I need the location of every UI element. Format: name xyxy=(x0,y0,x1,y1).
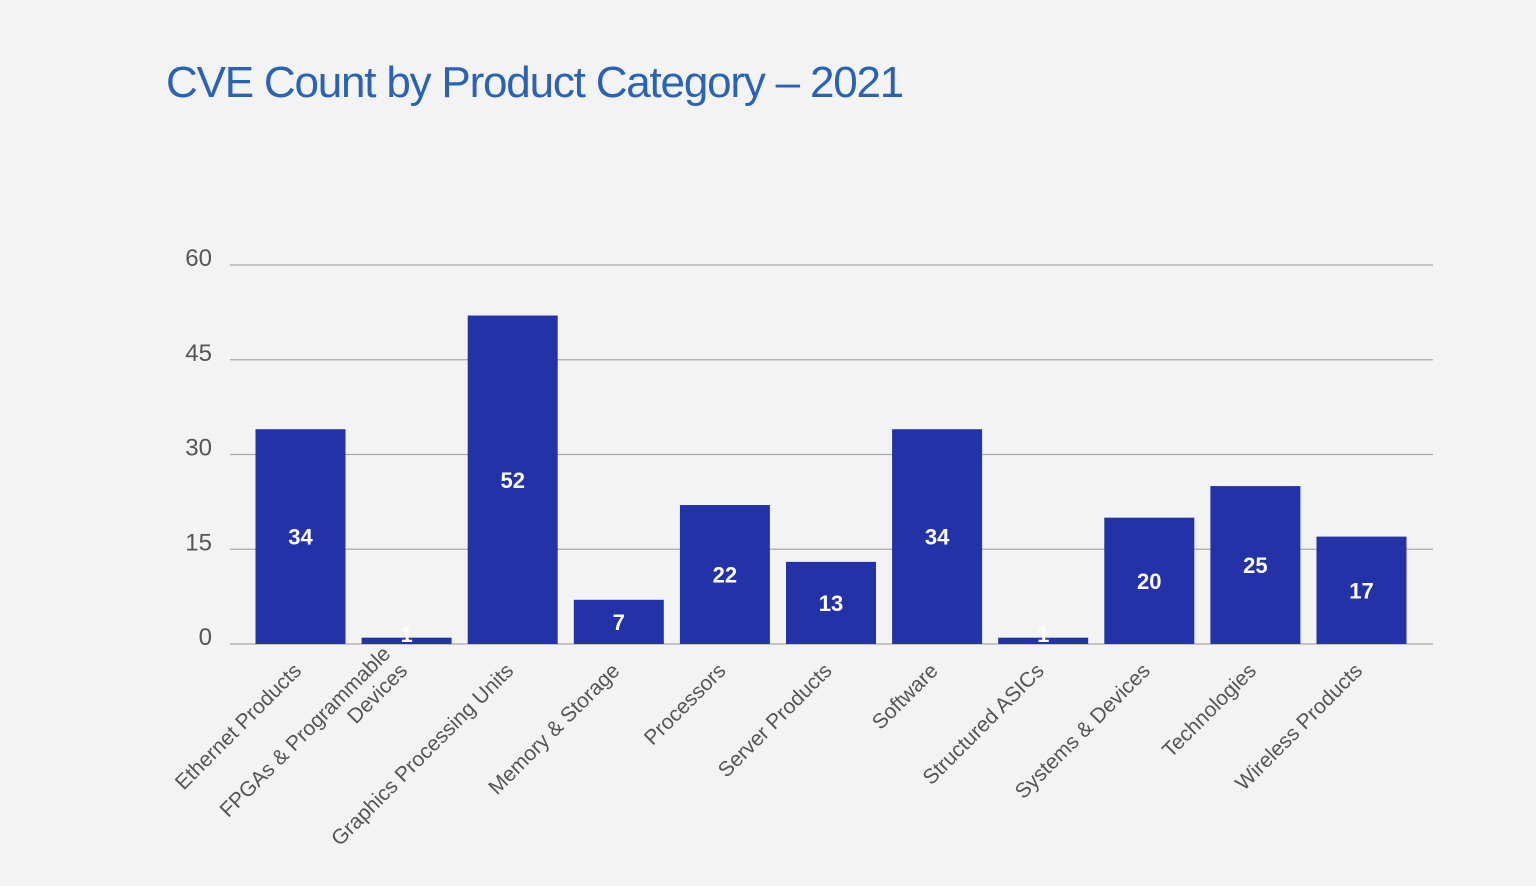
bar[interactable] xyxy=(1316,536,1407,644)
x-tick-label: Software xyxy=(868,659,943,734)
data-label: 17 xyxy=(1349,578,1373,603)
bar[interactable] xyxy=(361,637,452,644)
bar[interactable] xyxy=(786,561,876,644)
data-label: 7 xyxy=(613,610,625,635)
bar[interactable] xyxy=(679,505,770,644)
bar[interactable] xyxy=(892,429,983,644)
data-label: 34 xyxy=(288,525,313,550)
data-label: 20 xyxy=(1137,569,1161,594)
bar[interactable] xyxy=(998,637,1089,644)
bar[interactable] xyxy=(1210,486,1301,644)
y-axis-ticks: 0 15 30 45 60 xyxy=(185,245,212,651)
x-tick-label-line: Software xyxy=(868,659,943,734)
y-tick-label: 0 xyxy=(199,624,212,651)
bar[interactable] xyxy=(255,429,346,644)
bar[interactable] xyxy=(573,599,664,644)
x-tick-label: Ethernet Products xyxy=(171,659,306,794)
y-tick-label: 30 xyxy=(185,435,212,462)
y-tick-label: 60 xyxy=(185,245,212,272)
data-label: 1 xyxy=(400,622,412,647)
y-tick-label: 45 xyxy=(185,340,212,367)
data-label: 13 xyxy=(819,591,843,616)
x-tick-label: Processors xyxy=(640,659,731,750)
data-label: 1 xyxy=(1037,622,1049,647)
bar[interactable] xyxy=(467,315,558,644)
x-tick-label-line: Ethernet Products xyxy=(171,659,306,794)
bar[interactable] xyxy=(1104,517,1195,644)
data-label: 22 xyxy=(713,563,737,588)
x-tick-label: Technologies xyxy=(1158,659,1261,762)
bars xyxy=(255,315,1407,644)
x-tick-label-line: Processors xyxy=(640,659,731,750)
y-tick-label: 15 xyxy=(185,529,212,556)
data-labels: 34 1 52 7 22 13 34 1 20 25 17 xyxy=(288,468,1373,647)
data-label: 52 xyxy=(500,468,524,493)
data-label: 25 xyxy=(1243,553,1267,578)
x-tick-label-line: Server Products xyxy=(714,659,837,782)
chart-title: CVE Count by Product Category – 2021 xyxy=(166,58,904,107)
x-tick-label: Server Products xyxy=(714,659,837,782)
data-label: 34 xyxy=(925,525,950,550)
x-tick-label-line: Technologies xyxy=(1158,659,1261,762)
